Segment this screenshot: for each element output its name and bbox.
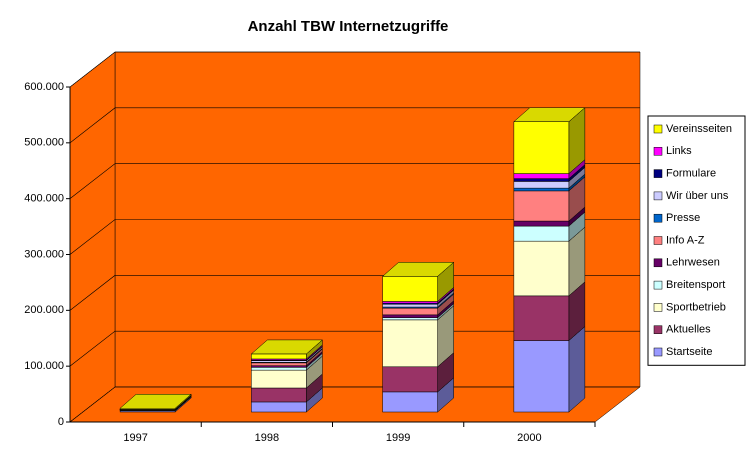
bar <box>251 369 307 389</box>
legend-swatch <box>653 147 663 156</box>
grid-line <box>69 51 640 88</box>
bar-side <box>568 325 586 413</box>
legend-label: Breitensport <box>666 279 725 291</box>
bar-top <box>250 339 324 355</box>
y-tick-label: 200.000 <box>24 304 64 316</box>
bar <box>513 187 570 192</box>
bar-top <box>119 394 192 409</box>
y-tick-label: 100.000 <box>24 360 64 372</box>
bar <box>251 401 307 413</box>
bar <box>513 220 570 227</box>
legend-swatch <box>653 258 663 268</box>
y-tick-label: 0 <box>58 416 64 428</box>
bar-top <box>513 107 586 122</box>
bar <box>382 319 438 368</box>
legend-label: Formulare <box>666 168 716 180</box>
bar <box>382 314 438 318</box>
legend-swatch <box>653 124 663 134</box>
bar <box>382 307 438 316</box>
legend-label: Lehrwesen <box>666 257 720 269</box>
grid-line <box>69 275 640 311</box>
bar <box>251 360 307 363</box>
legend-label: Vereinsseiten <box>666 123 732 135</box>
legend-swatch <box>653 191 663 201</box>
bar <box>513 240 570 297</box>
bar <box>251 365 307 368</box>
x-tick-label: 1999 <box>386 432 410 444</box>
bar <box>251 353 307 360</box>
legend-swatch <box>653 169 663 178</box>
grid-line <box>69 219 640 255</box>
legend-label: Startseite <box>666 346 712 358</box>
bar <box>251 387 307 403</box>
bar <box>382 317 438 321</box>
x-tick-label: 2000 <box>517 432 541 444</box>
y-tick-label: 400.000 <box>24 193 64 205</box>
bar <box>513 181 570 189</box>
x-tick-label: 1997 <box>123 432 147 444</box>
bar <box>513 173 570 179</box>
bar <box>382 276 438 302</box>
bar <box>251 362 307 366</box>
y-tick-label: 300.000 <box>24 248 64 260</box>
bar <box>513 121 570 174</box>
bar <box>513 190 570 222</box>
legend-swatch <box>653 325 663 334</box>
legend-label: Info A-Z <box>666 234 705 246</box>
legend-label: Sportbetrieb <box>666 301 726 313</box>
y-tick-label: 500.000 <box>24 137 64 149</box>
bar <box>251 367 307 371</box>
legend-swatch <box>653 280 663 290</box>
legend-label: Links <box>666 145 692 157</box>
bar <box>382 301 438 304</box>
bar <box>513 340 570 413</box>
legend-swatch <box>653 303 663 312</box>
bar <box>513 225 570 242</box>
legend-swatch <box>653 213 663 223</box>
chart-title: Anzahl TBW Internetzugriffe <box>248 18 449 35</box>
bar <box>382 303 438 308</box>
legend <box>647 115 746 366</box>
bar <box>382 391 438 413</box>
legend-swatch <box>653 236 663 245</box>
y-tick-label: 600.000 <box>24 81 64 93</box>
legend-label: Presse <box>666 212 700 224</box>
grid-line <box>69 386 640 423</box>
bar-top <box>381 262 455 277</box>
bar <box>382 366 438 393</box>
x-tick-label: 1998 <box>255 432 279 444</box>
bar <box>513 178 570 182</box>
grid-line <box>69 107 640 144</box>
legend-swatch <box>653 347 663 357</box>
legend-label: Aktuelles <box>666 324 711 336</box>
grid-line <box>69 330 640 367</box>
bar <box>513 295 570 341</box>
grid-line <box>69 163 640 199</box>
legend-label: Wir über uns <box>666 190 729 202</box>
